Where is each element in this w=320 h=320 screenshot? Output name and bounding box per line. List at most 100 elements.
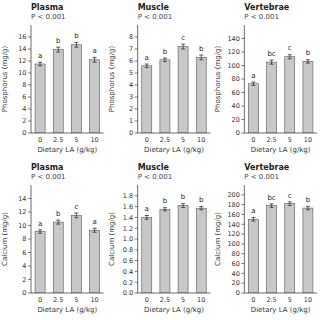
error-bar: [38, 230, 42, 233]
annotation: a: [38, 220, 42, 228]
x-tick-label: 10: [90, 136, 98, 144]
bar: [90, 230, 100, 293]
error-cap: [38, 229, 42, 230]
x-tick-label: 0: [251, 136, 255, 144]
error-bar: [163, 58, 167, 62]
y-tick-label: 80: [232, 250, 240, 258]
y-tick: [241, 79, 244, 80]
x-tick-label: 5: [288, 136, 292, 144]
y-tick: [28, 109, 31, 110]
y-axis: [137, 185, 138, 293]
error-stem: [164, 58, 165, 62]
y-tick-label: 2: [22, 117, 26, 125]
annotation: a: [92, 218, 96, 226]
y-tick: [28, 85, 31, 86]
y-tick-label: 60: [232, 260, 240, 268]
error-bar: [251, 82, 255, 85]
y-tick: [241, 234, 244, 235]
x-tick-label: 5: [288, 296, 292, 304]
y-axis-label: Calcium (mg/g): [108, 212, 116, 266]
y-axis: [244, 25, 245, 133]
error-stem: [201, 55, 202, 60]
error-stem: [76, 42, 77, 47]
y-tick-label: 1.2: [123, 225, 133, 233]
error-bar: [74, 42, 78, 47]
y-tick: [241, 194, 244, 195]
y-tick: [135, 293, 138, 294]
y-axis: [31, 25, 32, 133]
error-cap: [181, 44, 185, 45]
bar: [160, 60, 170, 133]
y-tick-label: 200: [227, 191, 239, 199]
y-tick-label: 0.0: [123, 289, 133, 297]
y-tick-label: 10: [18, 222, 26, 230]
y-tick: [135, 121, 138, 122]
error-cap: [251, 217, 255, 218]
y-tick-label: 120: [227, 48, 239, 56]
y-tick-label: 0: [22, 129, 26, 137]
y-tick-label: 160: [227, 211, 239, 219]
y-axis: [244, 185, 245, 293]
y-tick-label: 1.8: [123, 192, 133, 200]
bar: [71, 215, 81, 293]
y-tick-label: 5: [129, 69, 133, 77]
marks: [35, 42, 99, 133]
error-cap: [56, 47, 60, 48]
error-stem: [271, 204, 272, 207]
panel: PlasmaP < 0.00102468101214Calcium (mg/g)…: [1, 163, 104, 314]
x-tick-label: 2.5: [266, 296, 276, 304]
y-axis-label: Phosphorus (mg/g): [108, 46, 116, 113]
y-tick: [241, 52, 244, 53]
error-cap: [251, 82, 255, 83]
y-tick-label: 4: [129, 81, 133, 89]
figure: PlasmaP < 0.0010246810121416Phosphorus (…: [0, 0, 320, 320]
x-tick-label: 2.5: [160, 296, 170, 304]
error-bar: [306, 60, 310, 63]
y-tick: [241, 273, 244, 274]
y-axis-label: Calcium (mg/g): [1, 212, 9, 266]
bar: [71, 45, 81, 133]
error-cap: [306, 59, 310, 60]
error-stem: [58, 47, 59, 52]
y-tick: [28, 61, 31, 62]
y-tick: [241, 253, 244, 254]
error-cap: [56, 220, 60, 221]
annotation: a: [38, 52, 42, 60]
annotation: b: [306, 49, 311, 57]
error-cap: [270, 207, 274, 208]
bar: [142, 217, 152, 293]
annotation: c: [288, 192, 292, 200]
bar: [35, 64, 45, 133]
y-tick-label: 180: [227, 201, 239, 209]
y-tick: [28, 121, 31, 122]
error-bar: [270, 60, 274, 64]
y-tick: [135, 49, 138, 50]
y-tick-label: 1.4: [123, 214, 133, 222]
x-axis-label: Dietary LA (g/kg): [37, 306, 97, 314]
subtitle: P < 0.001: [244, 173, 279, 181]
x-tick-label: 2.5: [160, 136, 170, 144]
error-cap: [251, 85, 255, 86]
annotation: b: [163, 197, 168, 205]
error-cap: [251, 221, 255, 222]
error-bar: [251, 218, 255, 221]
title: Vertebrae: [244, 163, 289, 172]
x-tick-label: 0: [38, 296, 42, 304]
y-tick-label: 140: [227, 221, 239, 229]
error-cap: [145, 219, 149, 220]
error-cap: [270, 203, 274, 204]
y-tick-label: 80: [232, 75, 240, 83]
error-cap: [288, 58, 292, 59]
annotation: bc: [267, 194, 275, 202]
y-tick: [135, 195, 138, 196]
annotation: b: [199, 196, 204, 204]
y-tick-label: 120: [227, 230, 239, 238]
error-stem: [94, 57, 95, 62]
y-tick-label: 6: [22, 249, 26, 257]
error-bar: [288, 55, 292, 59]
y-tick-label: 2: [129, 105, 133, 113]
error-stem: [253, 218, 254, 221]
error-cap: [38, 62, 42, 63]
y-tick: [241, 204, 244, 205]
title: Plasma: [31, 163, 64, 172]
